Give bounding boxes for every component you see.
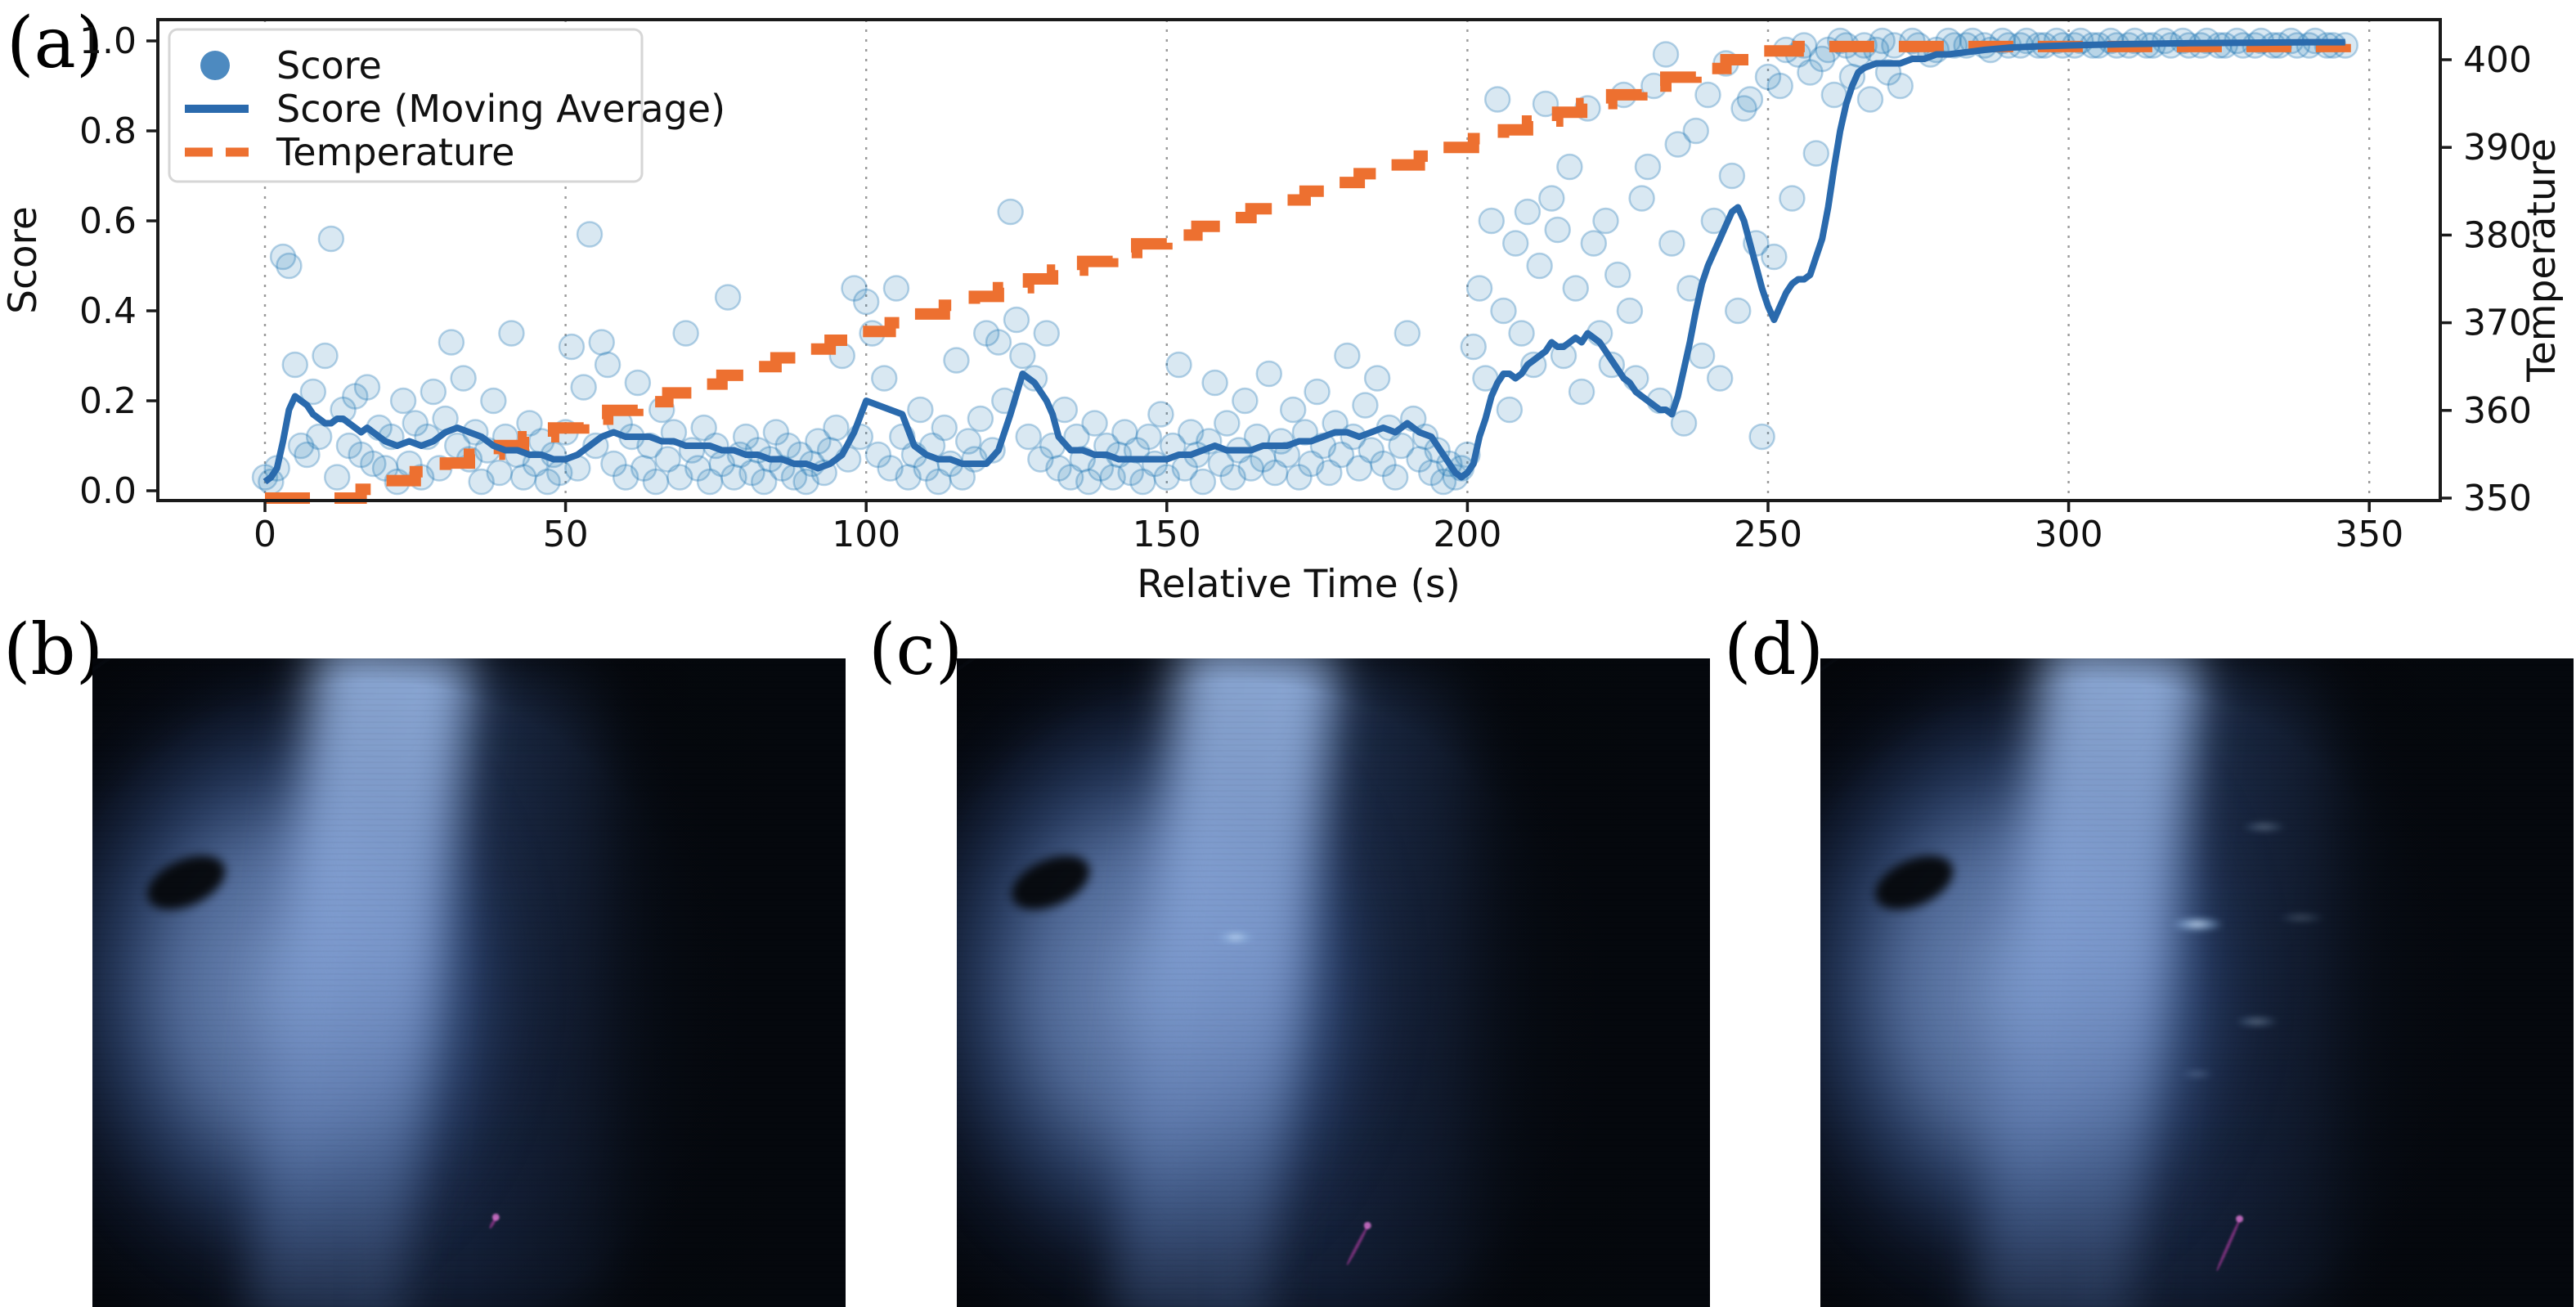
y-axis-right <box>2440 58 2452 500</box>
chart-svg: 0 50 100 150 200 250 300 350 Relative Time (s) 0.… <box>1 18 2565 607</box>
rheed-image-d <box>1820 658 2574 1307</box>
x-tick-label: 300 <box>2035 514 2103 555</box>
right-shadow <box>92 658 846 1307</box>
y-left-tick-label: 0.2 <box>79 380 137 422</box>
scanline-texture <box>957 658 1710 1307</box>
y-right-tick-label: 380 <box>2463 214 2532 256</box>
panel-b-label: (b) <box>3 609 104 691</box>
right-shadow <box>1820 658 2574 1307</box>
y-left-tick-label: 0.0 <box>79 470 137 512</box>
panel-a-label: (a) <box>7 2 104 84</box>
panel-d-label: (d) <box>1724 609 1824 691</box>
right-shadow <box>957 658 1710 1307</box>
axes-frame <box>156 18 2442 502</box>
legend-label: Temperature <box>276 130 514 174</box>
score-temperature-chart: 0 50 100 150 200 250 300 350 Relative Time (s) 0.… <box>0 0 2576 609</box>
x-tick-label: 150 <box>1133 514 1201 555</box>
y-left-tick-label: 1.0 <box>79 20 137 62</box>
x-axis-title: Relative Time (s) <box>1137 562 1461 607</box>
y-left-tick-label: 0.4 <box>79 290 137 332</box>
legend-score-marker <box>200 51 230 80</box>
y-axis-left <box>146 39 158 492</box>
rheed-image-b <box>92 658 846 1307</box>
y-right-axis-title: Temperature <box>2520 138 2565 383</box>
panel-c-label: (c) <box>868 609 963 691</box>
x-tick-label: 200 <box>1433 514 1501 555</box>
x-axis <box>263 501 2371 512</box>
scanline-texture <box>1820 658 2574 1307</box>
rheed-image-c <box>957 658 1710 1307</box>
y-right-tick-label: 400 <box>2463 39 2532 81</box>
x-tick-label: 350 <box>2335 514 2403 555</box>
y-left-axis-title: Score <box>1 206 46 314</box>
x-tick-label: 50 <box>543 514 589 555</box>
x-tick-label: 0 <box>254 514 276 555</box>
y-left-tick-label: 0.8 <box>79 110 137 152</box>
y-right-tick-label: 390 <box>2463 127 2532 168</box>
x-tick-label: 100 <box>832 514 900 555</box>
legend-label: Score (Moving Average) <box>276 87 725 131</box>
x-tick-label: 250 <box>1734 514 1802 555</box>
y-left-tick-label: 0.6 <box>79 200 137 242</box>
y-right-tick-label: 360 <box>2463 390 2532 432</box>
temperature-series <box>265 40 2351 504</box>
y-right-tick-label: 370 <box>2463 303 2532 344</box>
legend-label: Score <box>276 43 382 88</box>
score-moving-average-series <box>263 38 2345 485</box>
y-right-tick-label: 350 <box>2463 478 2532 519</box>
scanline-texture <box>92 658 846 1307</box>
